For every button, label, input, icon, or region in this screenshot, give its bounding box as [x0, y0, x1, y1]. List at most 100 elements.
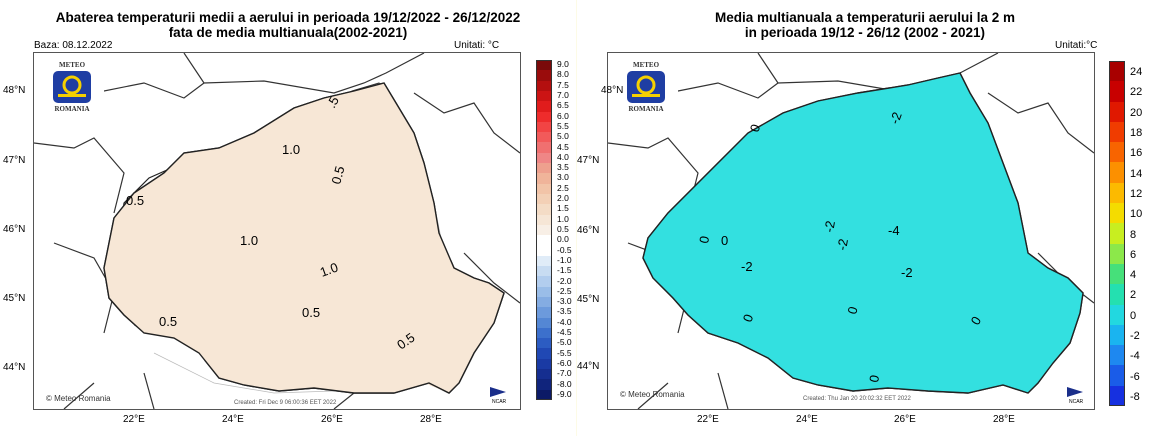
right-lat-label: 44°N: [577, 361, 600, 372]
logo-text-bottom: ROMANIA: [628, 105, 664, 113]
colorbar-swatch: [1109, 284, 1125, 306]
left-lon-label: 26°E: [321, 414, 343, 425]
logo-emblem-icon: [627, 71, 665, 103]
left-lon-label: 28°E: [420, 414, 442, 425]
colorbar-label: -4.0: [557, 316, 572, 327]
left-lat-label: 48°N: [3, 85, 26, 96]
colorbar-swatch: [1109, 121, 1125, 143]
colorbar-swatch: [1109, 182, 1125, 204]
colorbar-swatch: [536, 163, 552, 174]
left-base-label: Baza: 08.12.2022: [34, 40, 113, 51]
left-title-line2: fata de media multianuala(2002-2021): [168, 25, 408, 40]
colorbar-swatch: [1109, 365, 1125, 387]
right-contour-label: 0: [747, 122, 764, 134]
colorbar-label: 0: [1130, 309, 1137, 322]
colorbar-swatch: [536, 142, 552, 154]
right-colorbar: [1109, 61, 1125, 407]
colorbar-label: 9.0: [557, 59, 569, 70]
right-lon-label: 22°E: [697, 414, 719, 425]
colorbar-label: 12: [1130, 187, 1143, 200]
colorbar-swatch: [536, 348, 552, 360]
right-map-frame: 0 0 -2 -2 -4 -2 -2 0 0 0 0 0 -2 METEO: [607, 52, 1095, 410]
colorbar-label: -3.5: [557, 306, 572, 317]
colorbar-label: 7.5: [557, 79, 569, 90]
right-title-line2: in perioada 19/12 - 26/12 (2002 - 2021): [744, 25, 986, 40]
left-units-label: Unitati: °C: [454, 40, 500, 51]
colorbar-label: 5.0: [557, 131, 569, 142]
meteo-romania-logo: METEO ROMANIA: [40, 61, 104, 125]
left-map-panel: Abaterea temperaturii medii a aerului in…: [0, 0, 576, 436]
right-title-line1: Media multianuala a temperaturii aerului…: [714, 10, 1016, 25]
colorbar-swatch: [536, 276, 552, 288]
colorbar-swatch: [536, 286, 552, 298]
colorbar-label: 7.0: [557, 90, 569, 101]
logo-emblem-icon: [53, 71, 91, 103]
right-contour-label: 0: [740, 312, 757, 324]
colorbar-swatch: [1109, 263, 1125, 285]
right-contour-label: 0: [721, 233, 728, 248]
left-contour-label: 1.0: [282, 142, 300, 157]
colorbar-label: -1.5: [557, 265, 572, 276]
colorbar-label: 4: [1130, 269, 1137, 282]
colorbar-swatch: [1109, 101, 1125, 123]
right-contour-label: 0: [866, 374, 882, 384]
right-contour-label: 0: [696, 235, 712, 245]
colorbar-label: 2.5: [557, 182, 569, 193]
colorbar-label: 1.5: [557, 203, 569, 214]
left-lat-label: 44°N: [3, 362, 26, 373]
colorbar-label: 6.0: [557, 110, 569, 121]
left-colorbar: [536, 60, 552, 401]
right-lon-label: 26°E: [894, 414, 916, 425]
colorbar-label: 1.0: [557, 213, 569, 224]
colorbar-label: -8.0: [557, 378, 572, 389]
colorbar-swatch: [536, 317, 552, 329]
colorbar-swatch: [536, 389, 552, 401]
colorbar-label: 14: [1130, 167, 1143, 180]
colorbar-swatch: [536, 90, 552, 102]
colorbar-swatch: [536, 70, 552, 82]
colorbar-swatch: [536, 358, 552, 370]
ncar-label: NCAR: [1069, 399, 1084, 405]
colorbar-label: 18: [1130, 127, 1143, 140]
colorbar-label: -9.0: [557, 388, 572, 399]
colorbar-swatch: [1109, 203, 1125, 224]
colorbar-label: 16: [1130, 147, 1143, 160]
left-created: Created: Fri Dec 9 06:00:36 EET 2022: [234, 400, 337, 406]
logo-text-top: METEO: [58, 61, 86, 69]
left-lat-label: 45°N: [3, 293, 26, 304]
colorbar-label: 2: [1130, 289, 1137, 302]
colorbar-label: -6: [1130, 370, 1140, 383]
colorbar-swatch: [1109, 385, 1125, 407]
ncar-label: NCAR: [492, 399, 507, 405]
right-units-label: Unitati:°C: [1055, 40, 1098, 51]
colorbar-swatch: [536, 183, 552, 195]
ncar-logo-icon: [1067, 387, 1083, 397]
right-contour-label: 0: [844, 305, 860, 316]
left-contour-label: 0.5: [159, 314, 177, 329]
left-lon-label: 22°E: [123, 414, 145, 425]
logo-text-bottom: ROMANIA: [54, 105, 90, 113]
colorbar-label: 6: [1130, 248, 1137, 261]
colorbar-label: -0.5: [557, 244, 572, 255]
left-contour-label: 1.0: [240, 233, 258, 248]
right-lat-label: 46°N: [577, 225, 600, 236]
colorbar-label: 20: [1130, 106, 1143, 119]
colorbar-label: -4.5: [557, 327, 572, 338]
left-contour-label: 0.5: [302, 305, 320, 320]
logo-text-top: METEO: [632, 61, 660, 69]
right-map-panel: Media multianuala a temperaturii aerului…: [577, 0, 1153, 436]
right-credit: © Meteo Romania: [620, 390, 685, 399]
colorbar-label: 10: [1130, 208, 1143, 221]
right-map-svg: 0 0 -2 -2 -4 -2 -2 0 0 0 0 0 -2: [608, 53, 1094, 409]
colorbar-label: -7.0: [557, 368, 572, 379]
colorbar-swatch: [536, 101, 552, 112]
colorbar-swatch: [1109, 345, 1125, 366]
right-created: Created: Thu Jan 20 20:02:32 EET 2022: [803, 396, 911, 402]
left-lat-label: 46°N: [3, 224, 26, 235]
right-lon-label: 28°E: [993, 414, 1015, 425]
colorbar-swatch: [536, 224, 552, 236]
colorbar-label: -5.5: [557, 347, 572, 358]
colorbar-swatch: [1109, 324, 1125, 346]
colorbar-swatch: [536, 307, 552, 319]
colorbar-swatch: [1109, 142, 1125, 163]
